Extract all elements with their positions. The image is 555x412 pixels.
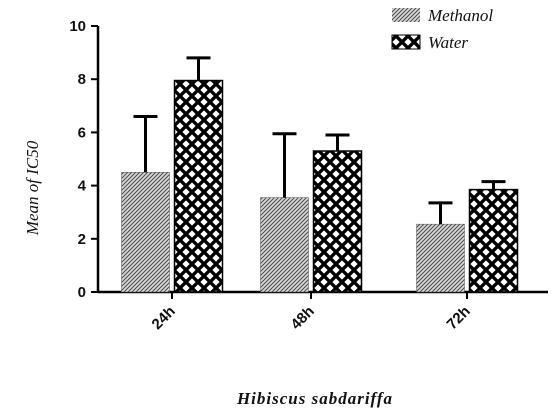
- y-tick-label: 10: [69, 18, 86, 35]
- y-ticks: 0 2 4 6 8 10: [69, 18, 98, 301]
- x-ticks: 24h 48h 72h: [149, 292, 474, 333]
- y-axis-title: Mean of IC50: [23, 140, 42, 236]
- legend-label-methanol: Methanol: [427, 6, 493, 25]
- y-tick-label: 4: [78, 178, 87, 195]
- bar-methanol-72h: [416, 223, 465, 293]
- bar-water-72h: [468, 188, 519, 293]
- legend: Methanol Water: [391, 6, 493, 52]
- legend-swatch-water: [391, 34, 421, 50]
- x-axis-title: Hibiscus sabdariffa: [236, 389, 393, 408]
- x-tick-label-72h: 72h: [444, 303, 474, 333]
- y-tick-label: 2: [78, 231, 86, 248]
- bars: [121, 79, 519, 293]
- y-tick-label: 6: [78, 124, 86, 141]
- x-tick-label-48h: 48h: [288, 303, 318, 333]
- legend-label-water: Water: [428, 33, 468, 52]
- legend-swatch-methanol: [392, 8, 420, 22]
- y-tick-label: 0: [78, 284, 86, 301]
- bar-methanol-24h: [121, 172, 170, 293]
- bar-methanol-48h: [260, 197, 309, 293]
- x-tick-label-24h: 24h: [149, 303, 179, 333]
- error-bars: [133, 56, 506, 225]
- bar-water-24h: [173, 79, 224, 293]
- y-tick-label: 8: [78, 71, 86, 88]
- bar-water-48h: [312, 150, 363, 293]
